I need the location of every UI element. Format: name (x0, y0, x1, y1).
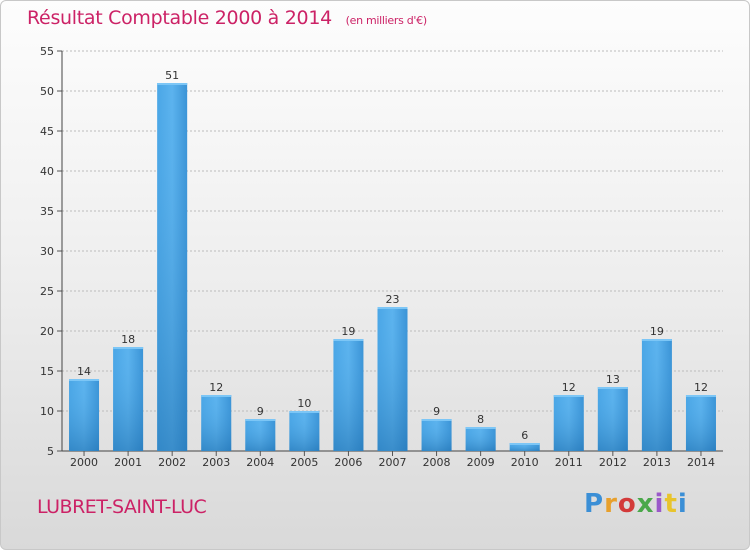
y-tick-label-50: 50 (40, 85, 54, 98)
bar-layer (69, 83, 716, 451)
commune-name: LUBRET-SAINT-LUC (37, 496, 207, 518)
x-tick-label-2002: 2002 (158, 456, 186, 469)
data-label-2007: 23 (386, 293, 400, 306)
axis-layer: 5 10 15 20 25 30 35 40 45 50 55 2000 2001 2002 2003 200… (40, 45, 723, 469)
bar-2002 (157, 83, 188, 451)
data-label-2004: 9 (257, 405, 264, 418)
chart-title: Résultat Comptable 2000 à 2014 (en milli… (27, 7, 427, 29)
data-label-2000: 14 (77, 365, 91, 378)
bar-cap-2002 (157, 83, 188, 85)
bar-2010 (509, 443, 540, 451)
bar-shade-2012 (597, 387, 628, 451)
bar-2000 (69, 379, 100, 451)
data-label-2006: 19 (341, 325, 355, 338)
bar-shade-2010 (509, 443, 540, 451)
bar-shade-2009 (465, 427, 496, 451)
data-label-2001: 18 (121, 333, 135, 346)
bar-cap-2009 (465, 427, 496, 429)
y-tick-label-15: 15 (40, 365, 54, 378)
bar-cap-2013 (641, 339, 672, 341)
bar-cap-2012 (597, 387, 628, 389)
y-tick-label-5: 5 (47, 445, 54, 458)
bar-shade-2001 (113, 347, 144, 451)
bar-2005 (289, 411, 320, 451)
bar-cap-2007 (377, 307, 408, 309)
bar-shade-2006 (333, 339, 364, 451)
bar-2007 (377, 307, 408, 451)
bar-cap-2005 (289, 411, 320, 413)
bar-2011 (553, 395, 584, 451)
label-layer: 14 18 51 12 9 10 19 23 9 8 6 12 13 19 12 (77, 69, 708, 442)
bar-2006 (333, 339, 364, 451)
bar-2012 (597, 387, 628, 451)
bar-cap-2001 (113, 347, 144, 349)
bar-2001 (113, 347, 144, 451)
data-label-2003: 12 (209, 381, 223, 394)
data-label-2002: 51 (165, 69, 179, 82)
data-label-2005: 10 (297, 397, 311, 410)
bar-cap-2003 (201, 395, 232, 397)
bar-cap-2004 (245, 419, 276, 421)
bar-2014 (685, 395, 716, 451)
x-tick-label-2005: 2005 (290, 456, 318, 469)
x-tick-label-2010: 2010 (511, 456, 539, 469)
bar-2013 (641, 339, 672, 451)
bar-cap-2006 (333, 339, 364, 341)
data-label-2011: 12 (562, 381, 576, 394)
x-tick-label-2000: 2000 (70, 456, 98, 469)
y-tick-label-35: 35 (40, 205, 54, 218)
bar-shade-2007 (377, 307, 408, 451)
bar-2008 (421, 419, 452, 451)
bar-cap-2008 (421, 419, 452, 421)
bar-2009 (465, 427, 496, 451)
y-tick-label-45: 45 (40, 125, 54, 138)
y-tick-label-25: 25 (40, 285, 54, 298)
bar-2003 (201, 395, 232, 451)
bar-shade-2008 (421, 419, 452, 451)
x-tick-label-2003: 2003 (202, 456, 230, 469)
data-label-2009: 8 (477, 413, 484, 426)
data-label-2014: 12 (694, 381, 708, 394)
bar-shade-2013 (641, 339, 672, 451)
y-tick-label-10: 10 (40, 405, 54, 418)
x-tick-label-2008: 2008 (423, 456, 451, 469)
bar-shade-2000 (69, 379, 100, 451)
data-label-2008: 9 (433, 405, 440, 418)
bar-shade-2011 (553, 395, 584, 451)
x-tick-label-2001: 2001 (114, 456, 142, 469)
x-tick-label-2011: 2011 (555, 456, 583, 469)
bar-shade-2002 (157, 83, 188, 451)
data-label-2012: 13 (606, 373, 620, 386)
bar-cap-2014 (685, 395, 716, 397)
x-tick-label-2014: 2014 (687, 456, 715, 469)
proxiti-logo[interactable]: Proxiti (584, 489, 688, 519)
bar-shade-2003 (201, 395, 232, 451)
y-tick-label-55: 55 (40, 45, 54, 58)
x-tick-label-2009: 2009 (467, 456, 495, 469)
bar-cap-2000 (69, 379, 100, 381)
x-tick-label-2007: 2007 (379, 456, 407, 469)
bar-cap-2010 (509, 443, 540, 445)
data-label-2013: 19 (650, 325, 664, 338)
bar-2004 (245, 419, 276, 451)
bar-shade-2004 (245, 419, 276, 451)
y-tick-label-30: 30 (40, 245, 54, 258)
bar-cap-2011 (553, 395, 584, 397)
chart-subtitle: (en milliers d'€) (345, 14, 427, 27)
y-tick-label-40: 40 (40, 165, 54, 178)
bar-shade-2005 (289, 411, 320, 451)
x-tick-label-2006: 2006 (334, 456, 362, 469)
chart-title-text: Résultat Comptable 2000 à 2014 (27, 7, 332, 29)
x-tick-label-2004: 2004 (246, 456, 274, 469)
x-tick-label-2013: 2013 (643, 456, 671, 469)
y-tick-label-20: 20 (40, 325, 54, 338)
bar-shade-2014 (685, 395, 716, 451)
data-label-2010: 6 (521, 429, 528, 442)
x-tick-label-2012: 2012 (599, 456, 627, 469)
